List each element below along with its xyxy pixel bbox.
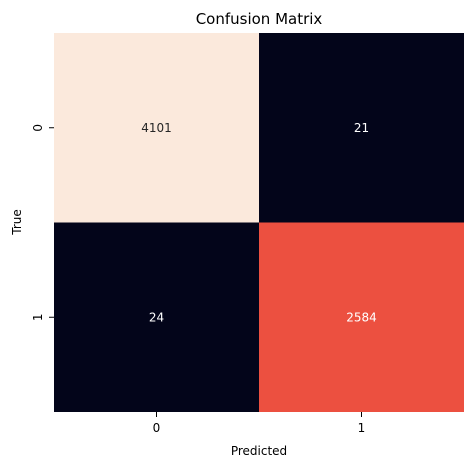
x-tick-label-1: 1	[358, 421, 366, 435]
x-tick-label-0: 0	[153, 421, 161, 435]
y-tick-label-1: 1	[31, 313, 45, 321]
heatmap-plot-area: 4101 21 24 2584 0 1 0 1	[31, 33, 464, 435]
chart-title: Confusion Matrix	[196, 10, 323, 28]
y-axis-label: True	[10, 209, 24, 236]
y-tick-label-0: 0	[31, 124, 45, 132]
x-axis-label: Predicted	[231, 444, 287, 458]
cell-value-1-1: 2584	[346, 310, 377, 324]
cell-value-1-0: 24	[149, 310, 164, 324]
cell-value-0-1: 21	[354, 121, 369, 135]
cell-value-0-0: 4101	[141, 121, 172, 135]
